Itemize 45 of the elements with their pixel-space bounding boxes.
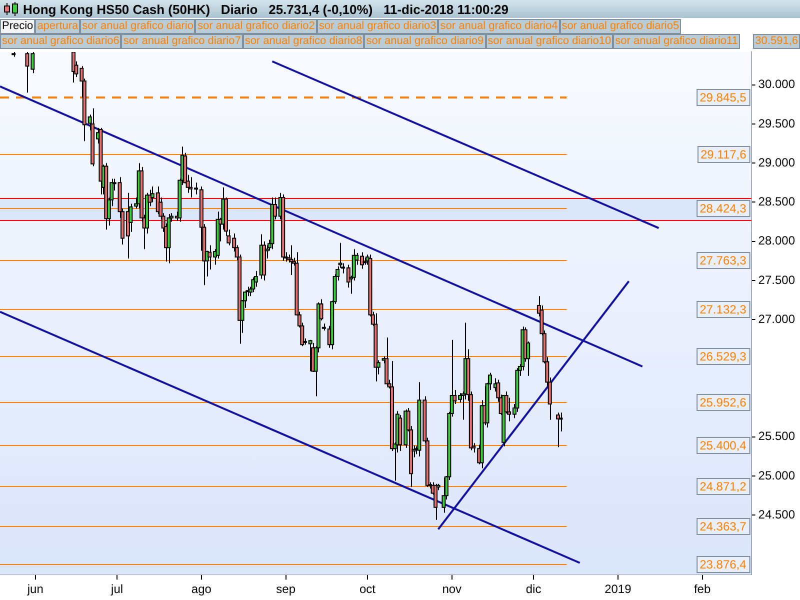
ref-line-label: 23.876,4 xyxy=(700,557,747,572)
text: sor anual grafico diario7 xyxy=(121,34,243,49)
x-tick-label: ago xyxy=(191,582,212,596)
ref-line-label: 24.871,2 xyxy=(700,479,747,494)
ref-line-label: 25.400,4 xyxy=(700,438,747,452)
text: sor anual grafico diario11 xyxy=(613,34,740,49)
y-tick-label: 25.000 xyxy=(758,468,796,482)
x-tick-label: oct xyxy=(359,582,376,596)
ref-line-label: 29.845,5 xyxy=(700,90,747,104)
ref-line-label: 27.132,3 xyxy=(700,302,747,316)
ref-line-label: 26.529,3 xyxy=(700,349,747,364)
text: Precio xyxy=(0,19,36,34)
x-tick-label: jun xyxy=(26,582,44,596)
y-tick-label: 24.500 xyxy=(758,507,796,522)
text: sor anual grafico diario8 xyxy=(242,34,364,49)
text: apertura xyxy=(35,19,80,34)
x-tick-label: feb xyxy=(694,582,711,596)
text: sor anual grafico diario3 xyxy=(316,19,438,34)
text: sor anual grafico diario4 xyxy=(438,19,560,34)
x-tick-label: jul xyxy=(110,582,124,596)
ref-line-label: 25.952,6 xyxy=(700,395,747,410)
y-tick-label: 25.500 xyxy=(758,429,796,444)
y-tick-label: 28.000 xyxy=(758,234,796,248)
y-tick-label: 27.000 xyxy=(758,312,796,326)
x-tick-label: nov xyxy=(442,582,462,596)
text: sor anual grafico diario6 xyxy=(0,34,122,49)
ref-line-label: 29.117,6 xyxy=(700,147,747,162)
y-tick-label: 29.000 xyxy=(758,155,796,170)
y-tick-label: 28.500 xyxy=(758,194,796,209)
text: sor anual grafico diario2 xyxy=(195,19,317,34)
y-tick-label: 29.500 xyxy=(758,116,796,130)
x-tick-label: 2019 xyxy=(604,582,632,596)
ref-line-label: 27.763,3 xyxy=(700,253,747,268)
text: sor anual grafico diario10 xyxy=(486,34,614,49)
x-tick-label: dic xyxy=(526,582,542,596)
text: sor anual grafico diario9 xyxy=(364,34,486,49)
x-tick-label: sep xyxy=(276,582,296,596)
text: sor anual grafico diario5 xyxy=(560,19,682,34)
text: sor anual grafico diario xyxy=(80,19,196,34)
text: 30.591,6 xyxy=(753,34,800,49)
ref-line-label: 28.424,3 xyxy=(700,201,747,216)
y-tick-label: 30.000 xyxy=(758,77,796,92)
chart-title: Hong Kong HS50 Cash (50HK) Diario 25.731,4 (-0,10%) 11-dic-2018 11:00:29 xyxy=(23,2,509,16)
y-tick-label: 27.500 xyxy=(758,272,796,287)
ref-line-label: 24.363,7 xyxy=(700,519,747,534)
